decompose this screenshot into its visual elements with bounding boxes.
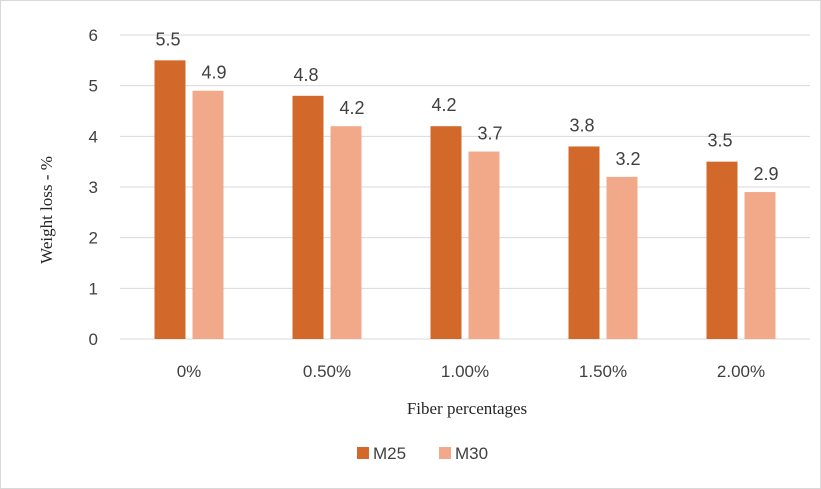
legend-label-m30: M30 [455, 444, 488, 463]
data-label-m25-0: 5.5 [155, 29, 180, 49]
y-tick-label: 5 [89, 77, 98, 96]
bar-m30-1 [330, 126, 362, 339]
bar-m25-3 [568, 146, 600, 339]
bar-m25-1 [292, 95, 324, 339]
y-tick-label: 6 [89, 26, 98, 45]
data-label-m25-4: 3.5 [707, 131, 732, 151]
bar-m30-2 [468, 151, 500, 339]
bar-m30-4 [744, 192, 776, 339]
y-tick-label: 4 [89, 127, 98, 146]
x-axis-title: Fiber percentages [407, 399, 527, 418]
x-axis-ticks: 0% 0.50% 1.00% 1.50% 2.00% [177, 362, 765, 381]
y-axis-ticks: 0 1 2 3 4 5 6 [89, 26, 98, 349]
bar-m25-0 [154, 60, 186, 339]
bar-m30-0 [192, 90, 224, 339]
legend-swatch-m25 [357, 447, 369, 459]
y-tick-label: 1 [89, 279, 98, 298]
data-labels: 5.5 4.9 4.8 4.2 4.2 3.7 3.8 3.2 3.5 2.9 [155, 29, 778, 184]
x-tick-label: 0% [177, 362, 202, 381]
data-label-m25-2: 4.2 [431, 95, 456, 115]
x-tick-label: 1.00% [441, 362, 489, 381]
bar-m25-2 [430, 126, 462, 339]
y-tick-label: 0 [89, 330, 98, 349]
bars [154, 60, 776, 339]
bar-m25-4 [706, 161, 738, 339]
x-tick-label: 0.50% [303, 362, 351, 381]
x-tick-label: 1.50% [579, 362, 627, 381]
data-label-m30-1: 4.2 [339, 98, 364, 118]
data-label-m30-3: 3.2 [615, 149, 640, 169]
y-tick-label: 3 [89, 178, 98, 197]
bar-m30-3 [606, 176, 638, 339]
data-label-m25-1: 4.8 [293, 65, 318, 85]
legend-swatch-m30 [439, 447, 451, 459]
data-label-m30-0: 4.9 [201, 63, 226, 83]
x-tick-label: 2.00% [717, 362, 765, 381]
data-label-m30-4: 2.9 [753, 164, 778, 184]
legend: M25 M30 [357, 444, 488, 463]
data-label-m25-3: 3.8 [569, 115, 594, 135]
y-tick-label: 2 [89, 229, 98, 248]
gridlines [120, 34, 810, 340]
data-label-m30-2: 3.7 [477, 124, 502, 144]
legend-label-m25: M25 [373, 444, 406, 463]
y-axis-title: Weight loss - % [37, 156, 56, 264]
